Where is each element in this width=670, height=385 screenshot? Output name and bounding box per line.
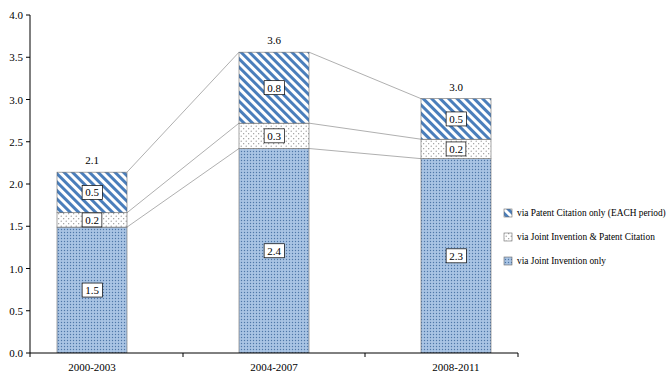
data-label-text: 1.5 bbox=[85, 284, 99, 296]
legend: via Patent Citation only (EACH period) vi… bbox=[504, 208, 666, 266]
y-tick bbox=[26, 141, 30, 142]
data-label-text: 0.3 bbox=[267, 130, 281, 142]
x-tick-label: 2000-2003 bbox=[68, 361, 116, 373]
bar-segment bbox=[57, 213, 127, 227]
total-label: 2.1 bbox=[85, 154, 99, 166]
bar-segment bbox=[239, 149, 309, 353]
y-tick-label: 2.0 bbox=[9, 178, 23, 190]
y-tick bbox=[26, 310, 30, 311]
data-label-box bbox=[82, 185, 102, 199]
bar-segment bbox=[421, 139, 491, 158]
chart: 1.52.42.30.20.30.20.50.80.52.13.63.00.00… bbox=[0, 0, 670, 385]
data-label-box bbox=[264, 129, 284, 143]
legend-swatch bbox=[504, 257, 512, 265]
connector-line bbox=[127, 149, 239, 228]
x-tick-label: 2008-2011 bbox=[432, 361, 479, 373]
data-label-text: 2.3 bbox=[449, 250, 463, 262]
y-tick-label: 3.5 bbox=[9, 51, 23, 63]
y-tick-label: 0.0 bbox=[9, 347, 23, 359]
data-label-text: 0.8 bbox=[267, 82, 281, 94]
data-label-box bbox=[264, 81, 284, 95]
data-label: 0.8 bbox=[264, 81, 284, 95]
bar-segment bbox=[239, 52, 309, 123]
bar-segment bbox=[239, 123, 309, 148]
connector-line bbox=[309, 149, 421, 159]
data-label: 0.2 bbox=[446, 142, 466, 156]
x-axis: 2000-2003 2004-2007 2008-2011 bbox=[30, 353, 518, 373]
data-label: 0.5 bbox=[82, 185, 102, 199]
data-label-box bbox=[446, 142, 466, 156]
data-label-box bbox=[264, 244, 284, 258]
connector-line bbox=[309, 52, 421, 98]
x-tick bbox=[365, 353, 366, 357]
data-label-text: 0.5 bbox=[449, 113, 463, 125]
data-label-text: 0.5 bbox=[85, 186, 99, 198]
data-label-text: 0.2 bbox=[449, 143, 463, 155]
bar-segment bbox=[421, 159, 491, 353]
total-label: 3.0 bbox=[449, 81, 463, 93]
y-tick-label: 4.0 bbox=[9, 9, 23, 21]
bar-segment bbox=[421, 99, 491, 140]
y-tick-label: 2.5 bbox=[9, 136, 23, 148]
connector-line bbox=[127, 52, 239, 172]
bar-segment bbox=[57, 227, 127, 353]
data-label-box bbox=[82, 283, 102, 297]
data-label: 2.4 bbox=[264, 244, 284, 258]
y-tick bbox=[26, 99, 30, 100]
y-tick bbox=[26, 184, 30, 185]
y-tick-label: 1.0 bbox=[9, 263, 23, 275]
legend-swatch bbox=[504, 209, 512, 217]
data-label: 2.3 bbox=[446, 249, 466, 263]
y-tick bbox=[26, 268, 30, 269]
y-tick-label: 1.5 bbox=[9, 220, 23, 232]
x-tick bbox=[183, 353, 184, 357]
bars bbox=[57, 52, 491, 353]
total-label: 3.6 bbox=[267, 34, 281, 46]
totals: 2.1 3.6 3.0 bbox=[85, 34, 463, 166]
x-tick-label: 2004-2007 bbox=[250, 361, 298, 373]
data-label-box bbox=[82, 213, 102, 227]
legend-label: via Patent Citation only (EACH period) bbox=[517, 208, 666, 219]
data-label: 0.3 bbox=[264, 129, 284, 143]
y-tick bbox=[26, 15, 30, 16]
y-tick bbox=[26, 353, 30, 354]
x-axis-line bbox=[30, 353, 518, 354]
data-label-text: 0.2 bbox=[85, 214, 99, 226]
legend-swatch bbox=[504, 233, 512, 241]
connector-line bbox=[309, 123, 421, 139]
data-label-box bbox=[446, 249, 466, 263]
x-tick bbox=[518, 353, 519, 357]
y-axis: 0.0 0.5 1.0 1.5 2.0 2.5 3.0 3.5 4.0 bbox=[9, 9, 30, 359]
data-label-box bbox=[446, 112, 466, 126]
y-tick bbox=[26, 57, 30, 58]
legend-label: via Joint Invention only bbox=[517, 256, 606, 266]
data-label: 0.5 bbox=[446, 112, 466, 126]
data-label: 0.2 bbox=[82, 213, 102, 227]
connector-line bbox=[127, 123, 239, 213]
y-tick-label: 0.5 bbox=[9, 305, 23, 317]
y-tick bbox=[26, 226, 30, 227]
data-label: 1.5 bbox=[82, 283, 102, 297]
data-labels: 1.5 2.4 2.3 0.2 0.3 0.2 0.5 0.8 0.5 bbox=[82, 81, 466, 297]
legend-label: via Joint Invention & Patent Citation bbox=[517, 232, 655, 242]
bar-segment bbox=[57, 172, 127, 213]
y-tick-label: 3.0 bbox=[9, 94, 23, 106]
data-label-text: 2.4 bbox=[267, 245, 281, 257]
x-tick bbox=[30, 353, 31, 357]
